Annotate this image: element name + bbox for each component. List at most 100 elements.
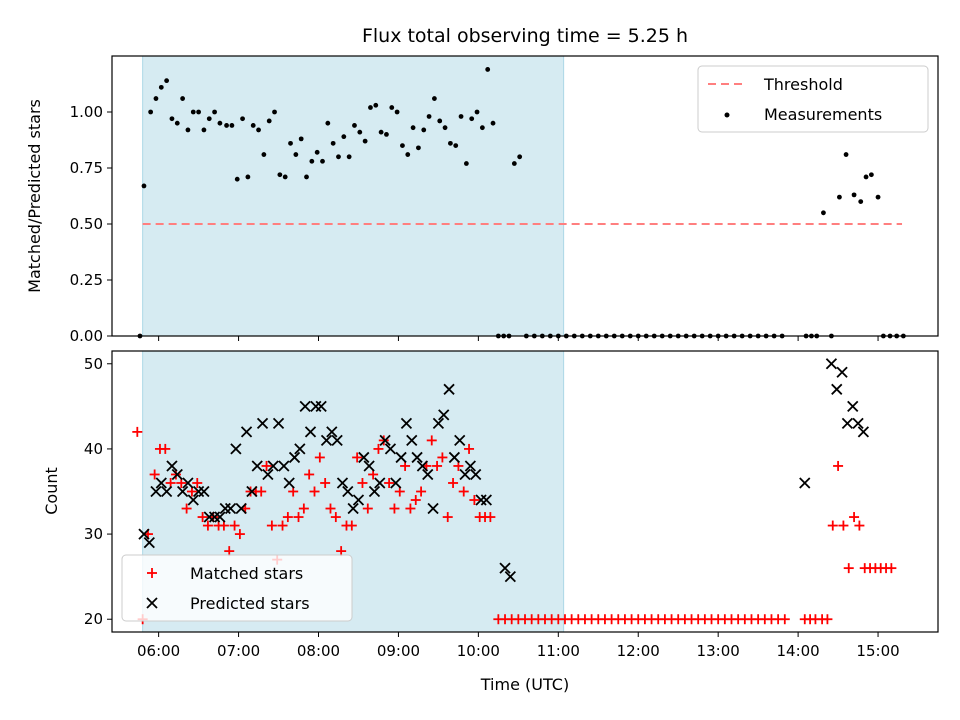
measurement-point (474, 109, 480, 115)
predicted-star-marker (278, 460, 290, 472)
predicted-star-marker (475, 494, 487, 506)
measurement-point (330, 140, 336, 146)
predicted-star-marker (143, 536, 155, 549)
y-tick-label: 20 (84, 610, 103, 628)
measurement-point (325, 120, 331, 126)
predicted-star-marker (230, 443, 242, 455)
measurement-point (190, 109, 196, 115)
measurement-point (426, 114, 432, 119)
measurement-point (158, 84, 164, 90)
matched-star-marker (448, 477, 459, 488)
y-tick-label: 1.00 (70, 103, 103, 121)
bottom-panel: 06:00 07:00 08:00 09:00 10:00 11:00 12:00 13:00… (42, 350, 939, 694)
matched-star-marker (346, 520, 357, 531)
predicted-star-marker (198, 485, 210, 498)
matched-star-marker (469, 495, 480, 506)
measurement-point (224, 123, 229, 128)
measurement-point (298, 136, 304, 142)
measurement-point (389, 105, 395, 110)
bottom-y-axis-label: Count (42, 467, 61, 515)
x-tick-label: 06:00 (137, 642, 180, 660)
predicted-star-marker (251, 460, 263, 472)
predicted-star-marker (358, 451, 370, 464)
matched-star-marker (309, 486, 320, 497)
predicted-star-marker (438, 409, 450, 421)
measurement-point (229, 123, 235, 128)
predicted-star-marker (320, 434, 333, 447)
matched-star-marker (192, 477, 203, 488)
matched-star-marker (485, 512, 496, 523)
measurement-point (357, 129, 363, 135)
measurement-point (447, 140, 453, 146)
matched-star-marker (181, 503, 192, 514)
top-chart-title: Flux total observing time = 5.25 h (362, 25, 688, 47)
matched-star-marker (416, 486, 427, 497)
matched-star-marker (843, 563, 854, 574)
legend-threshold-label: Threshold (763, 75, 843, 94)
matched-star-marker (464, 443, 475, 454)
predicted-star-marker (352, 494, 365, 506)
matched-star-marker (293, 512, 304, 523)
matched-star-marker (277, 520, 288, 531)
predicted-star-marker (374, 477, 386, 489)
measurement-point (240, 116, 245, 122)
x-axis-label: Time (UTC) (480, 675, 569, 694)
measurement-point (217, 120, 223, 126)
measurement-point (234, 176, 240, 182)
measurement-point (432, 96, 437, 101)
measurement-point (863, 174, 869, 180)
matched-star-marker (362, 503, 373, 514)
matched-star-marker (779, 614, 790, 625)
matched-star-marker (202, 520, 213, 531)
legend-measurements-swatch (724, 112, 730, 118)
matched-star-marker (224, 546, 235, 557)
predicted-star-marker (504, 571, 516, 583)
predicted-star-marker (315, 400, 327, 412)
predicted-star-marker (432, 417, 445, 430)
bottom-y-ticks: 20 30 40 50 (84, 355, 112, 628)
legend-predicted-swatch (146, 597, 158, 609)
predicted-star-marker (219, 502, 231, 515)
matched-star-marker (149, 469, 160, 480)
measurement-point (336, 154, 341, 160)
measurement-point (400, 143, 405, 149)
predicted-star-marker (256, 417, 269, 430)
measurement-point (394, 109, 400, 115)
matched-star-marker (197, 512, 208, 523)
x-tick-label: 08:00 (297, 642, 340, 660)
measurement-point (858, 199, 864, 205)
predicted-star-marker (155, 477, 167, 489)
measurement-point (837, 194, 842, 200)
predicted-star-marker (304, 426, 317, 438)
predicted-star-marker (150, 485, 162, 498)
predicted-star-marker (470, 468, 482, 481)
predicted-star-marker (406, 434, 418, 447)
predicted-star-marker (825, 358, 838, 370)
top-y-axis-label: Matched/Predicted stars (25, 99, 44, 293)
measurement-point (196, 109, 201, 115)
legend-matched-swatch (147, 568, 157, 578)
matched-star-marker (357, 477, 368, 488)
predicted-stars-points (138, 358, 870, 583)
predicted-star-marker (187, 494, 199, 506)
y-tick-label: 0.00 (70, 327, 103, 345)
y-tick-label: 40 (84, 440, 103, 458)
measurement-point (185, 127, 191, 133)
measurement-point (851, 192, 857, 198)
matched-star-marker (827, 520, 838, 531)
predicted-star-marker (427, 502, 439, 515)
predicted-star-marker (480, 494, 493, 506)
predicted-star-marker (288, 451, 301, 464)
predicted-star-marker (847, 400, 859, 412)
top-plot-frame (111, 55, 939, 337)
predicted-star-marker (831, 383, 843, 395)
predicted-star-marker (368, 485, 381, 498)
measurement-point (153, 96, 159, 101)
matched-star-marker (389, 503, 400, 514)
matched-star-marker (234, 529, 245, 540)
measurement-point (453, 143, 459, 149)
predicted-star-marker (416, 460, 429, 472)
predicted-star-marker (182, 477, 194, 489)
matched-star-marker (160, 443, 171, 454)
